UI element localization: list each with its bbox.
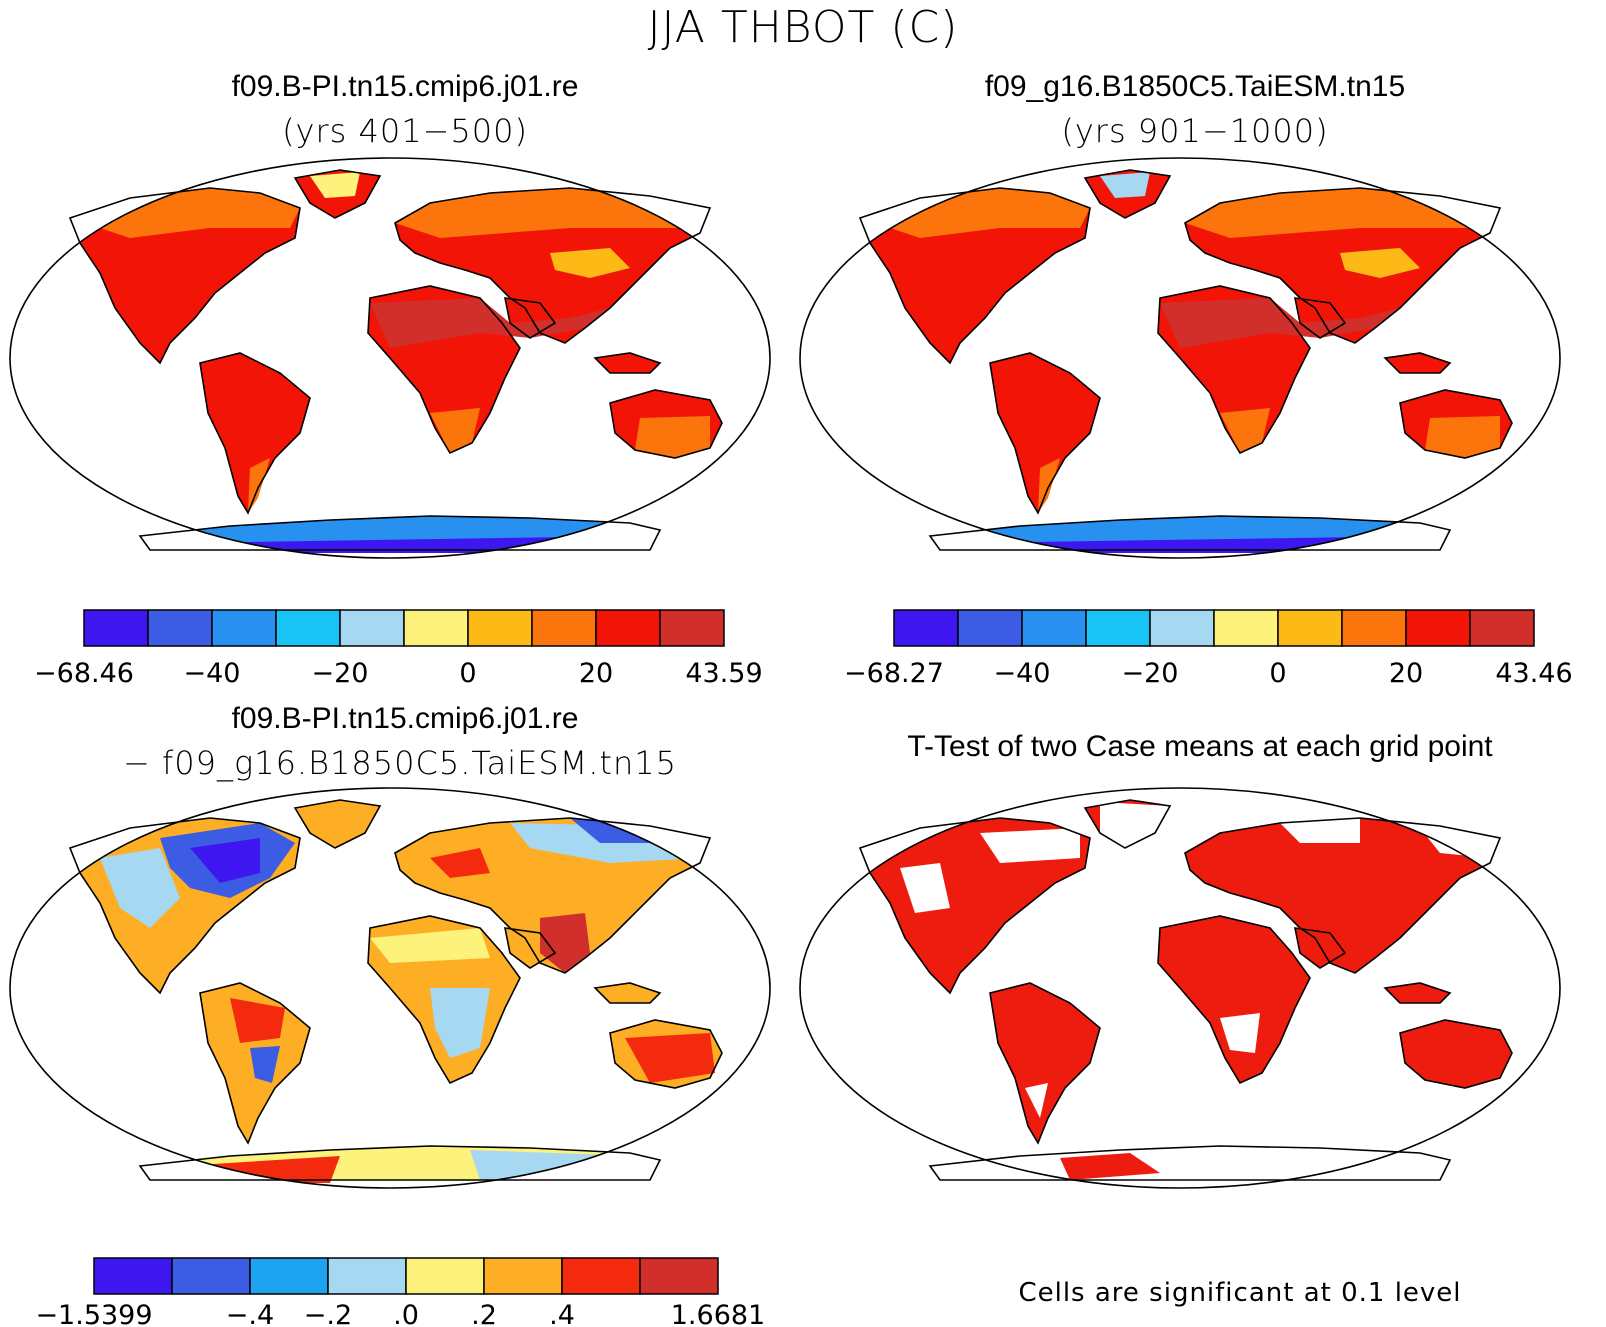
colorbar-swatch xyxy=(147,609,213,647)
panel-bottom-left-subtitle: − f09_g16.B1850C5.TaiESM.tn15 xyxy=(123,744,677,782)
colorbar-swatch xyxy=(531,609,597,647)
panel-top-left-title: f09.B-PI.tn15.cmip6.j01.re xyxy=(231,70,579,103)
colorbar-tick-label: 20 xyxy=(579,658,613,689)
colorbar-swatch xyxy=(171,1257,251,1295)
colorbar-swatch xyxy=(93,1257,173,1295)
colorbar-tick-label: −.4 xyxy=(226,1300,274,1327)
colorbar-swatch xyxy=(275,609,341,647)
colorbar-top-left: −68.46 −40 −20 0 20 43.59 xyxy=(34,609,763,689)
colorbar-tick-label: −20 xyxy=(312,658,369,689)
panel-top-left-subtitle: (yrs 401−500) xyxy=(282,112,528,150)
colorbar-swatch xyxy=(639,1257,719,1295)
colorbar-swatch xyxy=(403,609,469,647)
colorbar-bottom-left: −1.5399 −.4 −.2 .0 .2 .4 1.6681 xyxy=(35,1257,765,1327)
colorbar-tick-label: −40 xyxy=(184,658,241,689)
map-bottom-left xyxy=(9,787,771,1189)
colorbar-swatch xyxy=(1469,609,1535,647)
colorbar-swatch xyxy=(1341,609,1407,647)
colorbar-swatch xyxy=(1085,609,1151,647)
colorbar-tick-label: .0 xyxy=(393,1300,419,1327)
colorbar-tick-label: −40 xyxy=(994,658,1051,689)
panel-bottom-right-title: T-Test of two Case means at each grid po… xyxy=(907,730,1493,763)
colorbar-swatch xyxy=(327,1257,407,1295)
colorbar-tick-label: .4 xyxy=(549,1300,575,1327)
colorbar-swatch xyxy=(211,609,277,647)
colorbar-tick-label: 0 xyxy=(1269,658,1286,689)
colorbar-swatch xyxy=(483,1257,563,1295)
colorbar-swatch xyxy=(659,609,725,647)
colorbar-tick-label: 43.59 xyxy=(685,658,762,689)
colorbar-swatch xyxy=(83,609,149,647)
colorbar-swatch xyxy=(893,609,959,647)
panel-top-right-title: f09_g16.B1850C5.TaiESM.tn15 xyxy=(984,70,1406,103)
colorbar-tick-label: 0 xyxy=(459,658,476,689)
panel-bottom-left-title: f09.B-PI.tn15.cmip6.j01.re xyxy=(231,702,579,735)
colorbar-swatch xyxy=(957,609,1023,647)
figure-title: JJA THBOT (C) xyxy=(647,2,959,53)
colorbar-tick-label: −20 xyxy=(1122,658,1179,689)
colorbar-top-right: −68.27 −40 −20 0 20 43.46 xyxy=(844,609,1573,689)
colorbar-tick-label: −1.5399 xyxy=(35,1300,152,1327)
colorbar-swatch xyxy=(405,1257,485,1295)
map-top-left xyxy=(9,157,771,559)
colorbar-swatch xyxy=(1021,609,1087,647)
colorbar-swatch xyxy=(561,1257,641,1295)
panel-top-right-subtitle: (yrs 901−1000) xyxy=(1061,112,1329,150)
colorbar-tick-label: 20 xyxy=(1389,658,1423,689)
colorbar-swatch xyxy=(1213,609,1279,647)
colorbar-swatch xyxy=(1405,609,1471,647)
colorbar-swatch xyxy=(339,609,405,647)
map-bottom-right xyxy=(799,787,1561,1189)
colorbar-tick-label: −.2 xyxy=(304,1300,352,1327)
colorbar-swatch xyxy=(249,1257,329,1295)
colorbar-tick-label: 43.46 xyxy=(1495,658,1572,689)
significance-footnote: Cells are significant at 0.1 level xyxy=(1018,1278,1462,1308)
colorbar-tick-label: −68.27 xyxy=(844,658,944,689)
colorbar-tick-label: .2 xyxy=(471,1300,497,1327)
map-top-right xyxy=(799,157,1561,559)
colorbar-swatch xyxy=(1149,609,1215,647)
colorbar-swatch xyxy=(467,609,533,647)
colorbar-swatch xyxy=(595,609,661,647)
colorbar-tick-label: −68.46 xyxy=(34,658,134,689)
colorbar-swatch xyxy=(1277,609,1343,647)
colorbar-tick-label: 1.6681 xyxy=(671,1300,765,1327)
